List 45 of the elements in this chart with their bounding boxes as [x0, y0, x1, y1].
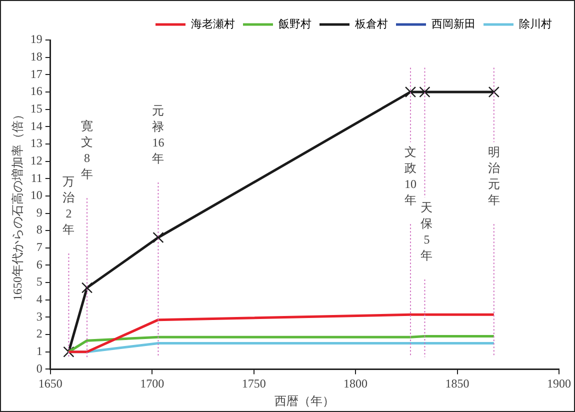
x-tick-label: 1750 [242, 376, 266, 391]
point [63, 346, 74, 358]
y-tick-label: 16 [30, 84, 42, 98]
legend-label: 西岡新田 [432, 17, 476, 30]
y-tick-label: 1 [36, 344, 42, 358]
y-tick-label: 2 [36, 326, 42, 341]
y-tick-label: 4 [36, 292, 42, 306]
y-tick-label: 6 [36, 257, 42, 272]
y-tick-label: 8 [36, 222, 42, 237]
y-tick-label: 13 [30, 136, 42, 150]
y-tick-label: 9 [36, 205, 42, 220]
y-tick-label: 18 [30, 49, 42, 64]
legend-label: 飯野村 [278, 17, 312, 30]
legend-label: 海老瀬村 [191, 17, 235, 30]
point [419, 86, 430, 98]
y-tick-label: 11 [30, 170, 42, 185]
x-tick-label: 1800 [344, 376, 368, 391]
ref-line-label: 万治2年 [62, 174, 75, 237]
y-tick-label: 10 [30, 188, 42, 202]
y-tick-label: 17 [30, 66, 42, 81]
y-tick-label: 7 [36, 240, 42, 254]
ref-line-label: 文政10年 [404, 145, 416, 208]
x-tick-label: 1900 [547, 376, 571, 391]
x-tick-label: 1650 [38, 376, 62, 391]
point [152, 232, 164, 244]
legend-label: 板倉村 [354, 17, 388, 30]
ref-line-label: 元禄16年 [152, 104, 164, 166]
point [404, 86, 416, 98]
x-axis-title: 西暦（年） [274, 394, 335, 408]
y-tick-label: 5 [36, 274, 42, 289]
y-tick-label: 0 [36, 361, 42, 376]
x-tick-label: 1850 [445, 376, 470, 391]
y-tick-label: 3 [36, 309, 42, 324]
ref-line-label: 明治元年 [488, 145, 500, 208]
x-tick-label: 1700 [140, 376, 164, 391]
point [81, 282, 93, 294]
y-tick-label: 15 [30, 101, 42, 116]
ref-line-label: 寛文8年 [81, 119, 94, 182]
y-tick-label: 14 [30, 118, 42, 133]
y-axis-title: 1650年代からの石高の増加率（倍） [10, 108, 24, 301]
y-tick-label: 19 [30, 32, 42, 46]
y-tick-label: 12 [30, 153, 42, 168]
ref-line-label: 天保5年 [420, 200, 433, 263]
legend-label: 除川村 [519, 17, 552, 30]
point [488, 86, 500, 98]
